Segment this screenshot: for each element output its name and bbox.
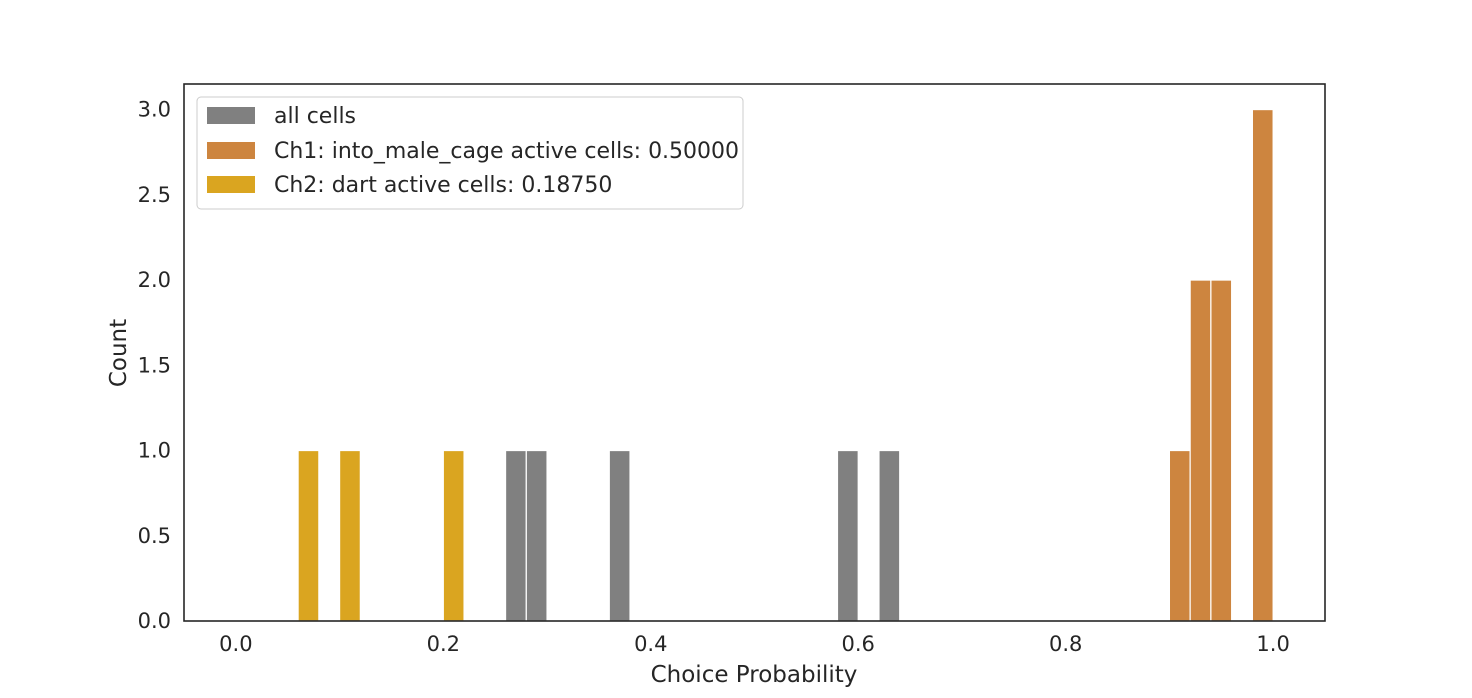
legend-swatch-ch2 [207, 176, 255, 193]
bar-series-1-bin-2 [1210, 279, 1233, 622]
x-tick-label: 0.2 [427, 632, 460, 656]
bar-series-1-bin-1 [1189, 279, 1212, 622]
bar-series-1-bin-3 [1251, 108, 1274, 622]
legend-swatch-all-cells [207, 107, 255, 124]
x-tick-label: 0.8 [1049, 632, 1082, 656]
bar-series-2-bin-0 [297, 449, 320, 622]
legend-label-all-cells: all cells [274, 104, 356, 129]
bar-series-1-bin-0 [1168, 449, 1191, 622]
legend-label-ch2: Ch2: dart active cells: 0.18750 [274, 173, 612, 198]
bar-series-0-bin-4 [878, 449, 901, 622]
plot-frame [183, 83, 1326, 622]
bar-series-0-bin-3 [836, 449, 859, 622]
y-axis-label: Count [106, 319, 132, 387]
bar-series-0-bin-2 [608, 449, 631, 622]
legend-item-all-cells[interactable]: all cells [207, 104, 356, 129]
x-tick-label: 0.4 [634, 632, 667, 656]
legend-swatch-ch1 [207, 142, 255, 159]
x-axis-label: Choice Probability [651, 662, 858, 688]
bar-series-0-bin-1 [525, 449, 548, 622]
x-tick-label: 1.0 [1256, 632, 1289, 656]
legend-item-ch2[interactable]: Ch2: dart active cells: 0.18750 [207, 173, 612, 198]
y-tick-label: 1.0 [138, 439, 171, 463]
y-tick-label: 0.0 [138, 609, 171, 633]
y-tick-label: 0.5 [138, 524, 171, 548]
y-axis-ticks: 0.0 0.5 1.0 1.5 2.0 2.5 3.0 [138, 98, 171, 633]
legend-item-ch1[interactable]: Ch1: into_male_cage active cells: 0.5000… [207, 139, 739, 164]
x-tick-label: 0.0 [219, 632, 252, 656]
x-axis-ticks: 0.0 0.2 0.4 0.6 0.8 1.0 [219, 632, 1290, 656]
y-tick-label: 2.5 [138, 183, 171, 207]
legend-box [196, 96, 744, 210]
y-tick-label: 1.5 [138, 353, 171, 377]
y-tick-label: 2.0 [138, 268, 171, 292]
y-tick-label: 3.0 [138, 98, 171, 122]
bars-layer [297, 108, 1274, 622]
bar-series-2-bin-1 [338, 449, 361, 622]
x-tick-label: 0.6 [842, 632, 875, 656]
bar-series-2-bin-2 [442, 449, 465, 622]
bar-series-0-bin-0 [504, 449, 527, 622]
legend[interactable]: all cells Ch1: into_male_cage active cel… [196, 96, 744, 210]
legend-label-ch1: Ch1: into_male_cage active cells: 0.5000… [274, 139, 739, 164]
